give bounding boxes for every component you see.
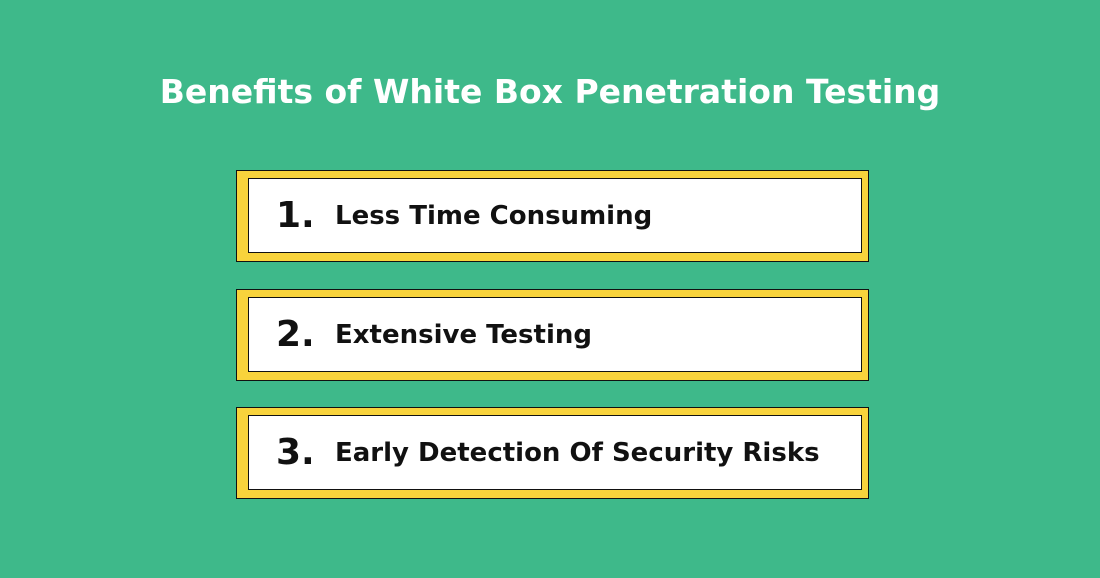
item-label: Extensive Testing (335, 319, 592, 350)
item-number: 2. (276, 314, 315, 355)
benefit-card: 3. Early Detection Of Security Risks (248, 415, 862, 490)
item-label: Less Time Consuming (335, 200, 653, 231)
item-label: Early Detection Of Security Risks (335, 437, 820, 468)
benefit-item-3: 3. Early Detection Of Security Risks (236, 407, 869, 499)
benefit-item-2: 2. Extensive Testing (236, 289, 869, 381)
page-title: Benefits of White Box Penetration Testin… (159, 72, 941, 111)
benefit-item-1: 1. Less Time Consuming (236, 170, 869, 262)
item-number: 1. (276, 195, 315, 236)
item-number: 3. (276, 432, 315, 473)
benefit-card: 2. Extensive Testing (248, 297, 862, 372)
benefit-card: 1. Less Time Consuming (248, 178, 862, 253)
